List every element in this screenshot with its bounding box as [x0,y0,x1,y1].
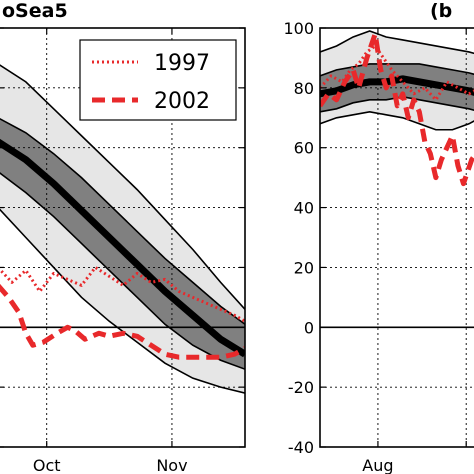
median-line [0,138,245,358]
panel-title: (b [430,0,452,22]
y-tick-label: 40 [294,199,314,218]
outer-band-high-edge [0,64,245,310]
axes-frame [319,27,474,448]
panel-b: Aug 100 80 60 40 20 0 -20 -40 (b [283,0,474,474]
inner-band-high-edge [320,63,474,77]
y-tick-label: 0 [304,318,314,337]
y-tick-label: -20 [288,378,314,397]
series-line-2002 [0,283,245,360]
x-tick-label: Nov [156,456,187,474]
y-tick-label: 80 [294,79,314,98]
x-tick-label: Aug [362,456,393,474]
median-line [320,75,474,98]
plot-area [320,28,474,447]
legend-label: 2002 [154,89,210,114]
legend-label: 1997 [154,51,210,76]
y-tick-label: 20 [294,258,314,277]
y-tick-label: -40 [288,438,314,457]
axes-frame [0,27,246,448]
series-line-1997 [0,265,245,323]
legend-box [79,39,237,121]
y-tick-label: 60 [294,139,314,158]
outer-band-low-edge [320,110,474,131]
x-tick-label: Oct [33,456,61,474]
series-line-2002 [320,31,474,187]
panel-a: Oct Nov oSea5 1997 2002 [0,0,246,474]
outer-band-high-edge [320,30,474,55]
panel-title: oSea5 [2,0,68,22]
inner-band-high-edge [0,117,245,325]
y-tick-label: 100 [283,19,314,38]
